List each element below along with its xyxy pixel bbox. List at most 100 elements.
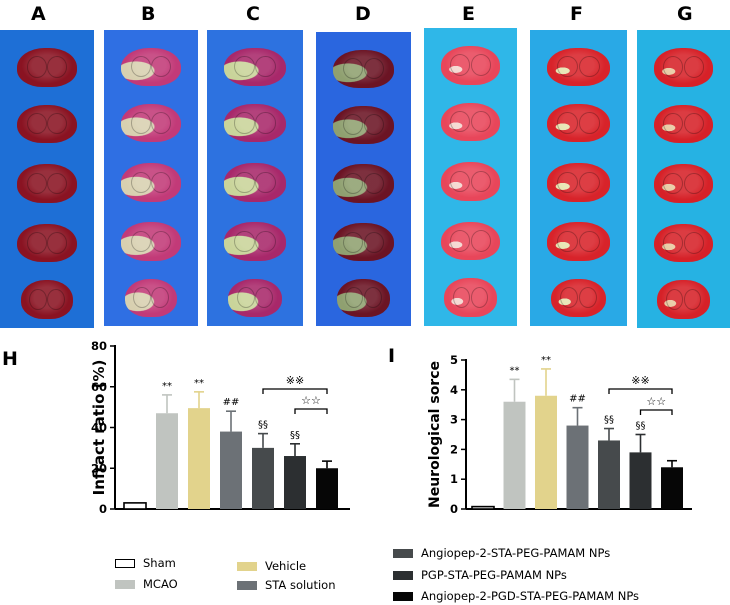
bracket-label-1: ※※: [286, 374, 304, 387]
brain-slice-f-1: [547, 47, 610, 87]
bar-2: [156, 413, 178, 509]
bar-1: [123, 502, 147, 510]
significance-bracket-2: [294, 408, 328, 414]
legend-angiopep: Angiopep-2-STA-PEG-PAMAM NPs: [393, 546, 610, 560]
brain-slice-g-1: [653, 47, 714, 87]
y-tick-label: 5: [450, 353, 458, 367]
y-tick-label: 20: [91, 461, 107, 475]
y-tick-label: 60: [91, 380, 107, 394]
photo-panel-g: [637, 30, 730, 328]
significance-bracket-1: [608, 388, 673, 394]
infarct-ratio-chart: H Infract ratio (%) 0 20 40 60 80 ** ** ## §§ §§ ※※ ☆…: [2, 339, 350, 516]
bar-6: [284, 456, 306, 509]
brain-slice-d-3: [333, 164, 394, 203]
brain-slice-b-1: [120, 47, 182, 87]
legend-swatch-vehicle: [237, 561, 257, 571]
legend-label-pgp: PGP-STA-PEG-PAMAM NPs: [421, 568, 567, 582]
legend-label-angiopep: Angiopep-2-STA-PEG-PAMAM NPs: [421, 546, 611, 560]
brain-slice-c-2: [224, 104, 286, 143]
brain-slice-f-2: [547, 104, 610, 143]
brain-slice-e-1: [440, 45, 501, 85]
brain-slice-a-4: [16, 223, 78, 263]
bar-5: [598, 440, 620, 509]
significance-label-6: §§: [636, 421, 646, 432]
significance-bracket-2: [639, 409, 673, 415]
brain-slice-f-3: [547, 163, 610, 202]
legend-swatch-sham: [115, 558, 135, 568]
photo-panel-d: [316, 32, 411, 326]
brain-slice-f-5: [551, 278, 606, 318]
significance-label-2: **: [510, 365, 520, 376]
y-tick-label: 0: [99, 502, 107, 516]
brain-slice-e-4: [440, 221, 501, 261]
brain-slice-c-3: [224, 163, 286, 202]
significance-label-2: **: [162, 381, 172, 392]
brain-slice-b-5: [124, 278, 178, 318]
bracket-label-2: ☆☆: [301, 394, 321, 407]
legend-swatch-angiopep-pgd: [393, 591, 413, 601]
y-tick-label: 2: [450, 442, 458, 456]
brain-slice-c-1: [224, 47, 286, 87]
legend-label-vehicle: Vehicle: [265, 559, 307, 573]
brain-slice-a-2: [16, 104, 78, 144]
photo-panel-a: [0, 30, 94, 328]
brain-slice-d-4: [333, 223, 394, 262]
legend-label-sta: STA solution: [265, 578, 336, 592]
bracket-label-2: ☆☆: [646, 395, 666, 408]
legend-sham: Sham: [115, 556, 176, 570]
brain-slice-a-1: [16, 47, 78, 87]
brain-slice-a-5: [20, 280, 74, 320]
panel-letter-g: G: [677, 3, 693, 25]
panel-letter-b: B: [141, 3, 156, 25]
significance-bracket-1: [262, 388, 328, 394]
y-tick-label: 1: [450, 472, 458, 486]
y-tick-label: 4: [450, 383, 458, 397]
legend-swatch-mcao: [115, 579, 135, 589]
y-tick-label: 40: [91, 421, 107, 435]
brain-slice-d-2: [333, 105, 394, 144]
panel-letter-e: E: [462, 3, 475, 25]
brain-slice-g-4: [653, 223, 714, 263]
significance-label-5: §§: [604, 415, 614, 426]
brain-slice-e-5: [444, 278, 497, 318]
bar-7: [661, 467, 683, 509]
brain-slice-e-3: [440, 162, 501, 201]
significance-label-4: ##: [569, 394, 586, 405]
bar-4: [220, 431, 242, 509]
y-tick-label: 80: [91, 339, 107, 353]
legend-label-angiopep-pgd: Angiopep-2-PGD-STA-PEG-PAMAM NPs: [421, 589, 640, 603]
photo-panel-f: [530, 30, 627, 326]
legend-vehicle: Vehicle: [237, 559, 306, 573]
y-axis-label: Infract ratio (%): [90, 360, 108, 496]
brain-slice-a-3: [16, 164, 78, 203]
brain-slice-b-3: [120, 163, 182, 202]
bracket-label-1: ※※: [631, 374, 649, 387]
legend-angiopep-pgd: Angiopep-2-PGD-STA-PEG-PAMAM NPs: [393, 589, 639, 603]
significance-label-3: **: [541, 355, 551, 366]
significance-label-6: §§: [290, 430, 300, 441]
legend-label-sham: Sham: [143, 556, 176, 570]
legend-swatch-sta: [237, 580, 257, 590]
bar-5: [252, 447, 274, 509]
bar-1: [471, 505, 495, 510]
brain-slice-d-1: [333, 49, 394, 88]
y-tick-label: 0: [450, 502, 458, 516]
panel-letter-f: F: [570, 3, 583, 25]
brain-slice-c-5: [228, 278, 282, 318]
photo-panel-c: [207, 30, 303, 326]
brain-slice-g-2: [653, 104, 714, 144]
legend-pgp: PGP-STA-PEG-PAMAM NPs: [393, 568, 567, 582]
brain-slice-g-3: [653, 164, 714, 203]
y-axis-label: Neurological sorce: [427, 361, 443, 508]
brain-slice-b-2: [120, 104, 182, 143]
brain-slice-c-4: [224, 222, 286, 261]
brain-slice-e-2: [440, 102, 501, 142]
panel-letter-c: C: [246, 3, 260, 25]
panel-letter-d: D: [355, 3, 371, 25]
bar-3: [535, 395, 557, 509]
legend-label-mcao: MCAO: [143, 577, 178, 591]
bar-6: [629, 452, 652, 509]
photo-panel-e: [424, 28, 517, 326]
panel-letter-a: A: [31, 3, 46, 25]
panel-letter-i: I: [388, 345, 395, 367]
